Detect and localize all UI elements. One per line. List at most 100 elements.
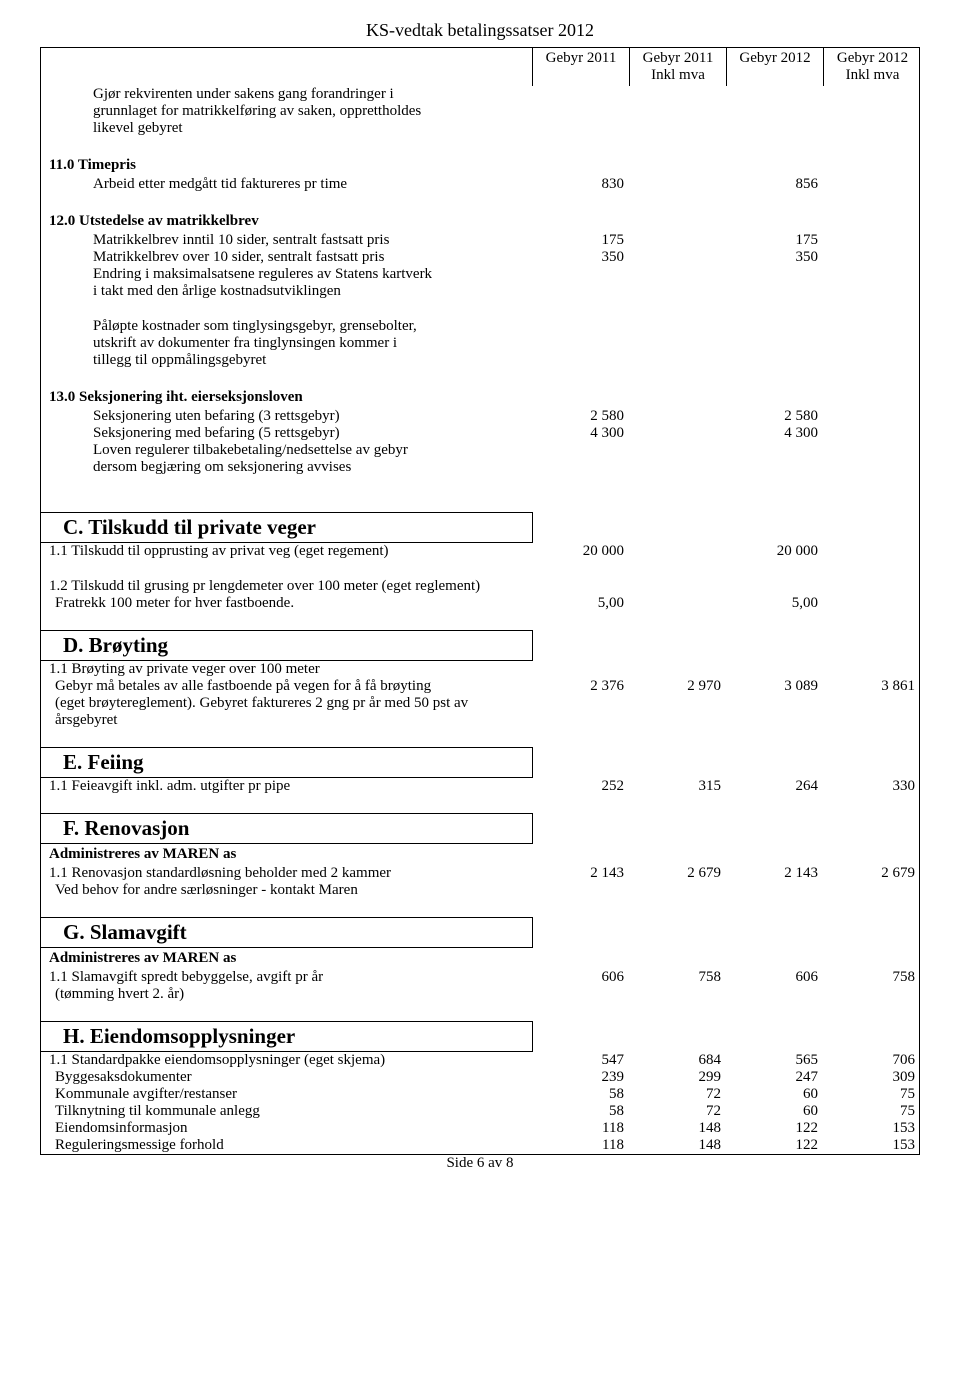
val: 547 <box>533 1052 630 1069</box>
section-13-row-4: dersom begjæring om seksjonering avvises <box>40 459 920 476</box>
section-11-title: 11.0 Timepris <box>40 155 920 176</box>
val: 684 <box>630 1052 727 1069</box>
blank <box>40 476 920 494</box>
val: 20 000 <box>727 543 824 560</box>
val: 60 <box>727 1086 824 1103</box>
val: 58 <box>533 1103 630 1120</box>
val: 758 <box>630 969 727 986</box>
val: 315 <box>630 778 727 795</box>
text: Matrikkelbrev over 10 sider, sentralt fa… <box>41 249 533 266</box>
text: (eget brøytereglement). Gebyret fakturer… <box>41 695 533 729</box>
section-12-row-4: i takt med den årlige kostnadsutviklinge… <box>40 283 920 300</box>
section-13-row-3: Loven regulerer tilbakebetaling/nedsette… <box>40 442 920 459</box>
blank <box>40 899 920 917</box>
section-12-row-3: Endring i maksimalsatsene reguleres av S… <box>40 266 920 283</box>
text: i takt med den årlige kostnadsutviklinge… <box>41 283 533 300</box>
val: 148 <box>630 1120 727 1137</box>
val: 606 <box>727 969 824 986</box>
val: 148 <box>630 1137 727 1154</box>
text: utskrift av dokumenter fra tinglynsingen… <box>41 335 533 352</box>
text: 1.1 Slamavgift spredt bebyggelse, avgift… <box>41 969 533 986</box>
section-c-heading: C. Tilskudd til private veger <box>41 512 533 543</box>
text: Fratrekk 100 meter for hver fastboende. <box>41 595 533 612</box>
section-h-row-4: Tilknytning til kommunale anlegg 58 72 6… <box>40 1103 920 1120</box>
text: Endring i maksimalsatsene reguleres av S… <box>41 266 533 283</box>
val: 309 <box>824 1069 921 1086</box>
blank <box>40 560 920 578</box>
section-d-heading-row: D. Brøyting <box>40 630 920 661</box>
val: 299 <box>630 1069 727 1086</box>
header-col-2: Gebyr 2011 Inkl mva <box>630 48 727 86</box>
header-col-4: Gebyr 2012 Inkl mva <box>824 48 921 86</box>
val: 247 <box>727 1069 824 1086</box>
text: 1.1 Tilskudd til opprusting av privat ve… <box>41 543 533 560</box>
section-h-row-2: Byggesaksdokumenter 239 299 247 309 <box>40 1069 920 1086</box>
page-footer: Side 6 av 8 <box>40 1155 920 1172</box>
text: grunnlaget for matrikkelføring av saken,… <box>41 103 533 120</box>
intro-line-2: grunnlaget for matrikkelføring av saken,… <box>40 103 920 120</box>
val: 122 <box>727 1137 824 1154</box>
intro-line-3: likevel gebyret <box>40 120 920 137</box>
section-h-row-6: Reguleringsmessige forhold 118 148 122 1… <box>40 1137 920 1155</box>
section-h-heading-row: H. Eiendomsopplysninger <box>40 1021 920 1052</box>
section-13-title: 13.0 Seksjonering iht. eierseksjonsloven <box>40 387 920 408</box>
section-13-row-1: Seksjonering uten befaring (3 rettsgebyr… <box>40 408 920 425</box>
section-12-row-5: Påløpte kostnader som tinglysingsgebyr, … <box>40 318 920 335</box>
header-col-4-sub: Inkl mva <box>824 67 921 84</box>
val: 2 580 <box>533 408 630 425</box>
blank <box>40 1003 920 1021</box>
blank <box>40 369 920 387</box>
val: 5,00 <box>727 595 824 612</box>
val: 606 <box>533 969 630 986</box>
val: 2 679 <box>824 865 921 882</box>
text: Gjør rekvirenten under sakens gang foran… <box>41 86 533 103</box>
section-g-heading: G. Slamavgift <box>41 917 533 948</box>
val: 4 300 <box>533 425 630 442</box>
document-title: KS-vedtak betalingssatser 2012 <box>40 20 920 41</box>
val: 830 <box>533 176 630 193</box>
header-col-1-top: Gebyr 2011 <box>546 50 617 66</box>
intro-line-1: Gjør rekvirenten under sakens gang foran… <box>40 86 920 103</box>
header-desc-cell <box>41 48 533 86</box>
text: likevel gebyret <box>41 120 533 137</box>
blank <box>40 137 920 155</box>
val: 20 000 <box>533 543 630 560</box>
val: 856 <box>727 176 824 193</box>
section-g-row-1: 1.1 Slamavgift spredt bebyggelse, avgift… <box>40 969 920 986</box>
val: 565 <box>727 1052 824 1069</box>
section-c-heading-row: C. Tilskudd til private veger <box>40 512 920 543</box>
blank <box>40 494 920 512</box>
section-h-row-1: 1.1 Standardpakke eiendomsopplysninger (… <box>40 1052 920 1069</box>
section-h-heading: H. Eiendomsopplysninger <box>41 1021 533 1052</box>
section-f-row-1: 1.1 Renovasjon standardløsning beholder … <box>40 865 920 882</box>
val: 4 300 <box>727 425 824 442</box>
val: 758 <box>824 969 921 986</box>
section-12-row-7: tillegg til oppmålingsgebyret <box>40 352 920 369</box>
val: 153 <box>824 1137 921 1154</box>
text: 1.1 Feieavgift inkl. adm. utgifter pr pi… <box>41 778 533 795</box>
val: 330 <box>824 778 921 795</box>
val: 264 <box>727 778 824 795</box>
header-col-3-top: Gebyr 2012 <box>739 50 810 66</box>
text: Ved behov for andre særløsninger - konta… <box>41 882 533 899</box>
blank <box>40 612 920 630</box>
text: Påløpte kostnader som tinglysingsgebyr, … <box>41 318 533 335</box>
section-e-row-1: 1.1 Feieavgift inkl. adm. utgifter pr pi… <box>40 778 920 795</box>
text: Seksjonering med befaring (5 rettsgebyr) <box>41 425 533 442</box>
val: 350 <box>727 249 824 266</box>
val: 72 <box>630 1086 727 1103</box>
page: KS-vedtak betalingssatser 2012 Gebyr 201… <box>0 0 960 1182</box>
val: 3 861 <box>824 678 921 695</box>
section-g-row-2: (tømming hvert 2. år) <box>40 986 920 1003</box>
text: 1.1 Renovasjon standardløsning beholder … <box>41 865 533 882</box>
val: 75 <box>824 1103 921 1120</box>
section-e-heading: E. Feiing <box>41 747 533 778</box>
val: 122 <box>727 1120 824 1137</box>
blank <box>40 193 920 211</box>
text: Reguleringsmessige forhold <box>41 1137 533 1154</box>
val: 2 143 <box>727 865 824 882</box>
val: 3 089 <box>727 678 824 695</box>
section-d-row-1c: (eget brøytereglement). Gebyret fakturer… <box>40 695 920 729</box>
section-d-row-1a: 1.1 Brøyting av private veger over 100 m… <box>40 661 920 678</box>
val: 2 970 <box>630 678 727 695</box>
